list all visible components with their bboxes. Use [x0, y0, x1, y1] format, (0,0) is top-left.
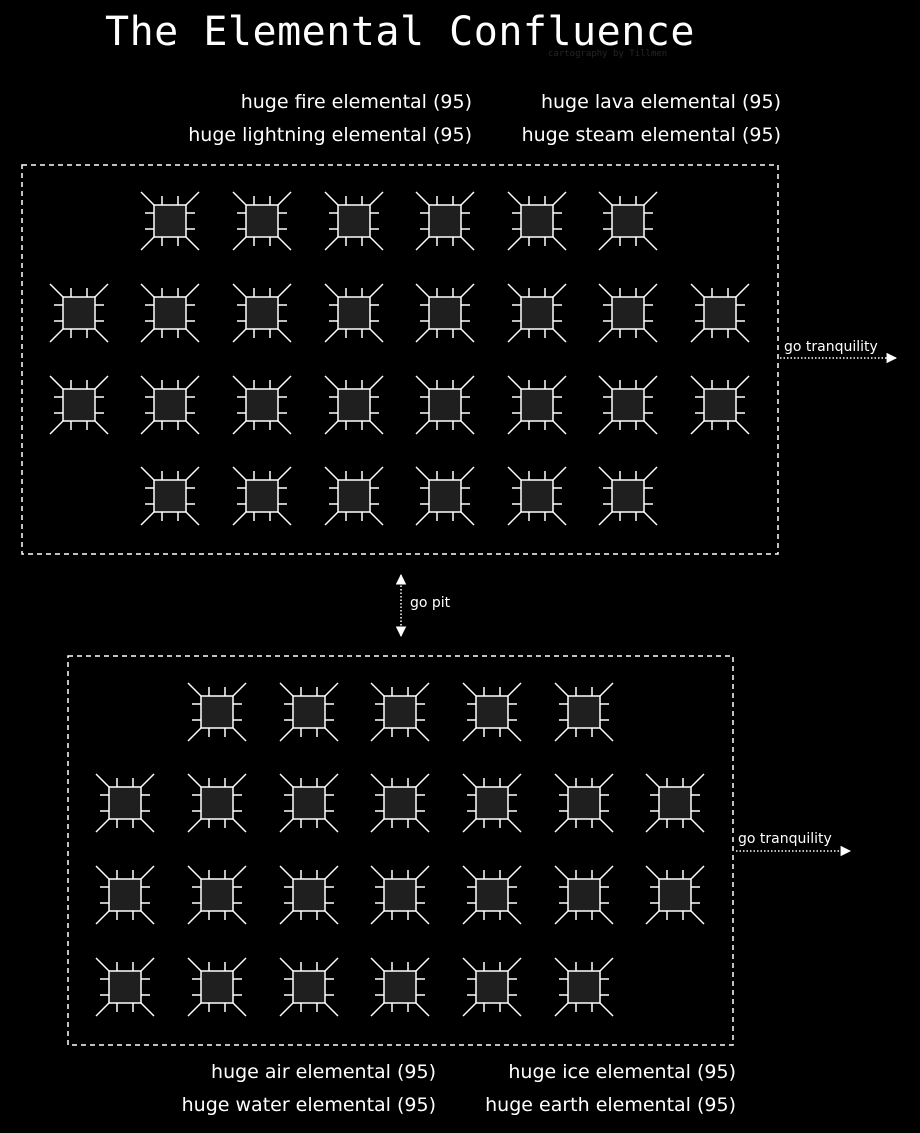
upper-room[interactable]: [507, 191, 567, 251]
upper-room[interactable]: [324, 375, 384, 435]
upper-room[interactable]: [690, 375, 750, 435]
upper-room[interactable]: [140, 466, 200, 526]
map-title: The Elemental Confluence: [105, 9, 695, 55]
lower-room[interactable]: [645, 773, 705, 833]
mob-label-earth-elemental: huge earth elemental (95): [485, 1094, 736, 1116]
upper-room[interactable]: [140, 191, 200, 251]
upper-room[interactable]: [232, 191, 292, 251]
lower-room[interactable]: [370, 865, 430, 925]
mob-label-lava-elemental: huge lava elemental (95): [540, 91, 781, 113]
mob-label-fire-elemental: huge fire elemental (95): [240, 91, 472, 113]
mob-label-ice-elemental: huge ice elemental (95): [508, 1061, 736, 1083]
lower-room[interactable]: [554, 957, 614, 1017]
lower-room[interactable]: [187, 865, 247, 925]
upper-zone-border: [21, 164, 779, 555]
upper-room[interactable]: [232, 283, 292, 343]
upper-zone-rooms: [49, 191, 750, 526]
lower-room[interactable]: [187, 773, 247, 833]
mob-label-lightning-elemental: huge lightning elemental (95): [188, 124, 472, 146]
cartographer-credit: cartography by Tillmen: [548, 49, 668, 59]
upper-room[interactable]: [49, 375, 109, 435]
lower-room[interactable]: [462, 682, 522, 742]
lower-room[interactable]: [95, 865, 155, 925]
lower-room[interactable]: [279, 773, 339, 833]
lower-room[interactable]: [462, 865, 522, 925]
upper-room[interactable]: [415, 466, 475, 526]
lower-room[interactable]: [554, 682, 614, 742]
lower-room[interactable]: [370, 773, 430, 833]
lower-room[interactable]: [370, 957, 430, 1017]
upper-room[interactable]: [140, 375, 200, 435]
upper-room[interactable]: [598, 466, 658, 526]
upper-room[interactable]: [415, 191, 475, 251]
upper-room[interactable]: [507, 375, 567, 435]
upper-room[interactable]: [507, 283, 567, 343]
upper-room[interactable]: [232, 466, 292, 526]
lower-room[interactable]: [645, 865, 705, 925]
upper-room[interactable]: [49, 283, 109, 343]
lower-room[interactable]: [279, 682, 339, 742]
lower-zone-rooms: [95, 682, 705, 1017]
connector-label-pit: go pit: [410, 595, 451, 611]
lower-room[interactable]: [462, 773, 522, 833]
upper-room[interactable]: [324, 283, 384, 343]
lower-room[interactable]: [95, 957, 155, 1017]
lower-room[interactable]: [187, 682, 247, 742]
upper-room[interactable]: [598, 375, 658, 435]
lower-zone-border: [67, 655, 734, 1046]
lower-room[interactable]: [554, 773, 614, 833]
mob-label-air-elemental: huge air elemental (95): [211, 1061, 436, 1083]
lower-room[interactable]: [279, 957, 339, 1017]
upper-room[interactable]: [415, 283, 475, 343]
upper-room[interactable]: [324, 191, 384, 251]
lower-room[interactable]: [279, 865, 339, 925]
upper-room[interactable]: [690, 283, 750, 343]
lower-room[interactable]: [187, 957, 247, 1017]
lower-room[interactable]: [554, 865, 614, 925]
exit-label-lower-tranquility: go tranquility: [738, 831, 832, 847]
exit-label-upper-tranquility: go tranquility: [784, 339, 878, 355]
upper-room[interactable]: [507, 466, 567, 526]
upper-room[interactable]: [415, 375, 475, 435]
upper-room[interactable]: [140, 283, 200, 343]
mob-label-steam-elemental: huge steam elemental (95): [521, 124, 781, 146]
upper-room[interactable]: [598, 283, 658, 343]
upper-room[interactable]: [598, 191, 658, 251]
lower-room[interactable]: [95, 773, 155, 833]
upper-room[interactable]: [324, 466, 384, 526]
upper-room[interactable]: [232, 375, 292, 435]
mob-label-water-elemental: huge water elemental (95): [181, 1094, 436, 1116]
lower-room[interactable]: [370, 682, 430, 742]
lower-room[interactable]: [462, 957, 522, 1017]
